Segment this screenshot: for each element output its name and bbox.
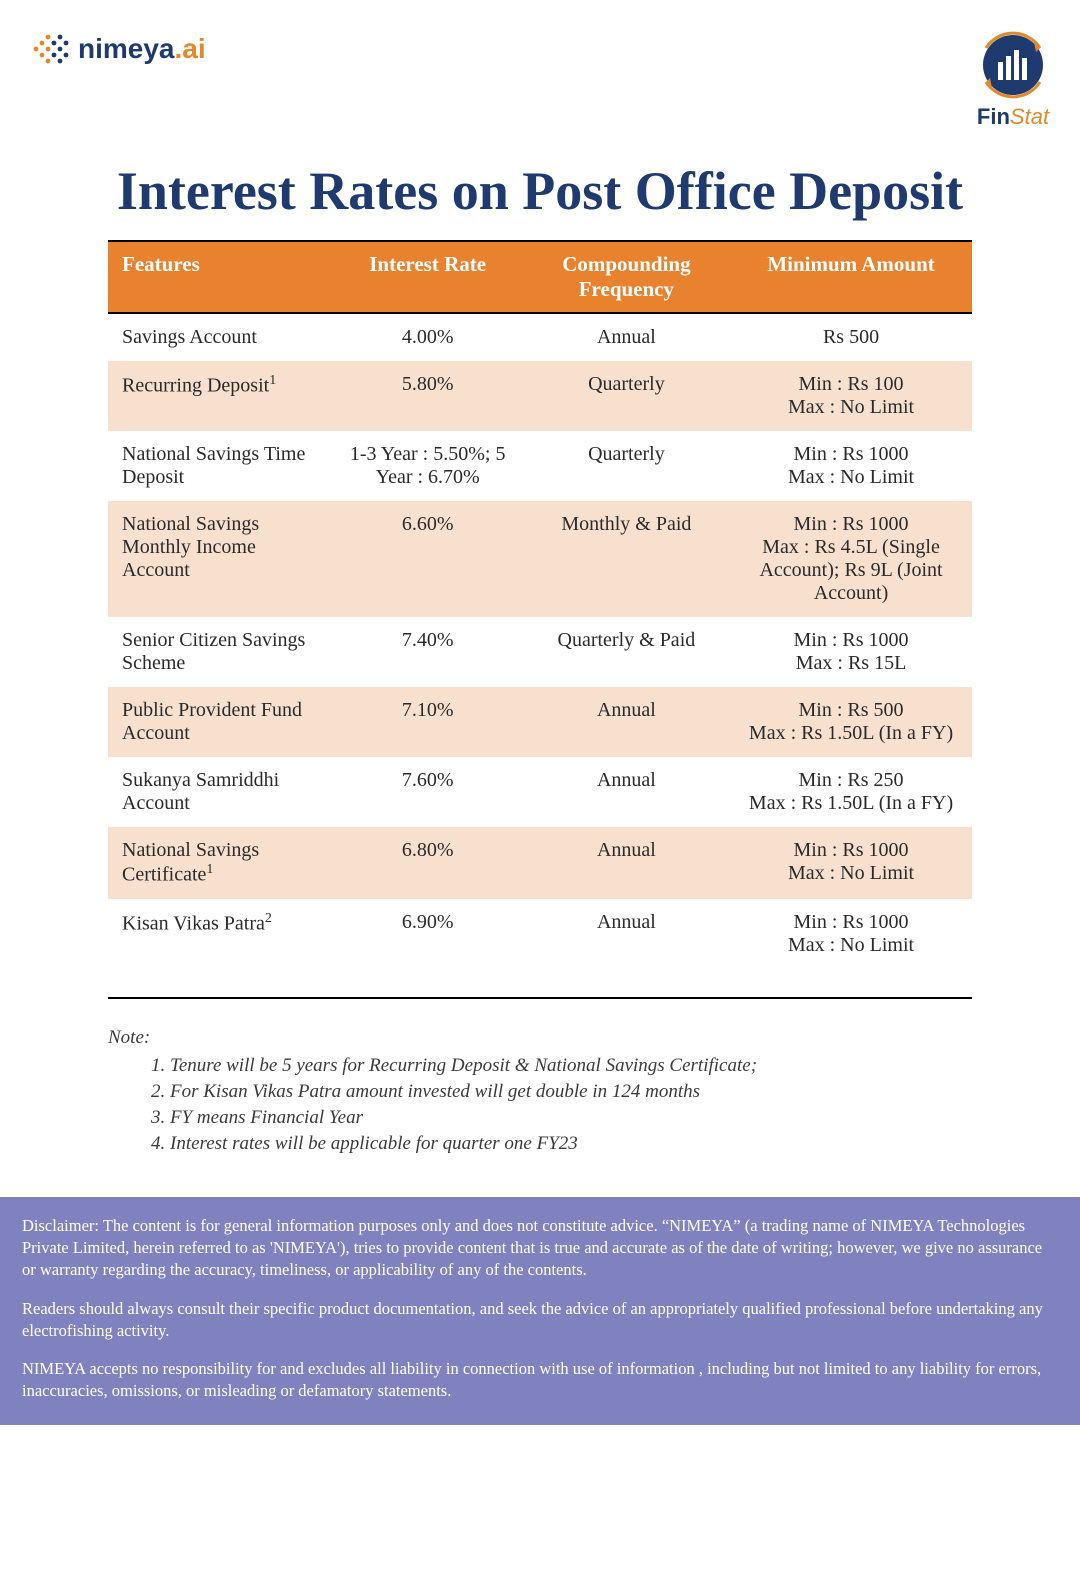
table-cell: Min : Rs 500Max : Rs 1.50L (In a FY)	[730, 687, 972, 757]
notes-section: Note: Tenure will be 5 years for Recurri…	[0, 999, 1080, 1197]
col-minimum: Minimum Amount	[730, 241, 972, 313]
rates-table-wrap: Features Interest Rate Compounding Frequ…	[0, 240, 1080, 969]
table-cell: Min : Rs 1000Max : No Limit	[730, 899, 972, 969]
disclaimer-paragraph: NIMEYA accepts no responsibility for and…	[22, 1358, 1058, 1403]
table-cell: National Savings Time Deposit	[108, 431, 333, 501]
table-cell: 6.80%	[333, 827, 523, 899]
finstat-icon	[976, 28, 1050, 102]
finstat-suffix: Stat	[1010, 104, 1049, 129]
rates-table: Features Interest Rate Compounding Frequ…	[108, 240, 972, 969]
table-row: National Savings Monthly Income Account6…	[108, 501, 972, 617]
table-cell: Min : Rs 100Max : No Limit	[730, 361, 972, 431]
table-cell: Min : Rs 1000Max : No Limit	[730, 431, 972, 501]
brand-name-suffix: .ai	[175, 33, 206, 64]
table-row: National Savings Time Deposit1-3 Year : …	[108, 431, 972, 501]
finstat-prefix: Fin	[977, 104, 1010, 129]
table-cell: Quarterly	[523, 361, 730, 431]
table-cell: 6.90%	[333, 899, 523, 969]
table-cell: Rs 500	[730, 313, 972, 361]
col-features: Features	[108, 241, 333, 313]
notes-list: Tenure will be 5 years for Recurring Dep…	[148, 1053, 972, 1157]
table-cell: Annual	[523, 757, 730, 827]
note-item: Tenure will be 5 years for Recurring Dep…	[170, 1053, 972, 1079]
table-cell: Annual	[523, 827, 730, 899]
brand-dots-icon	[30, 28, 72, 70]
table-cell: Kisan Vikas Patra2	[108, 899, 333, 969]
table-cell: 4.00%	[333, 313, 523, 361]
table-cell: Monthly & Paid	[523, 501, 730, 617]
table-cell: Min : Rs 1000Max : Rs 4.5L (Single Accou…	[730, 501, 972, 617]
table-cell: National Savings Monthly Income Account	[108, 501, 333, 617]
table-cell: Senior Citizen Savings Scheme	[108, 617, 333, 687]
table-row: Public Provident Fund Account7.10%Annual…	[108, 687, 972, 757]
table-row: Recurring Deposit15.80%QuarterlyMin : Rs…	[108, 361, 972, 431]
table-row: Senior Citizen Savings Scheme7.40%Quarte…	[108, 617, 972, 687]
table-cell: Min : Rs 1000Max : No Limit	[730, 827, 972, 899]
note-item: For Kisan Vikas Patra amount invested wi…	[170, 1079, 972, 1105]
table-cell: National Savings Certificate1	[108, 827, 333, 899]
disclaimer: Disclaimer: The content is for general i…	[0, 1197, 1080, 1425]
note-item: Interest rates will be applicable for qu…	[170, 1131, 972, 1157]
brand-name-text: nimeya	[78, 33, 175, 64]
table-cell: Public Provident Fund Account	[108, 687, 333, 757]
brand-logo-left: nimeya.ai	[30, 28, 206, 70]
table-cell: Annual	[523, 313, 730, 361]
note-item: FY means Financial Year	[170, 1105, 972, 1131]
brand-logo-right: FinStat	[976, 28, 1050, 130]
table-cell: Savings Account	[108, 313, 333, 361]
table-cell: 1-3 Year : 5.50%; 5 Year : 6.70%	[333, 431, 523, 501]
finstat-label: FinStat	[976, 104, 1050, 130]
table-cell: 7.40%	[333, 617, 523, 687]
table-row: Sukanya Samriddhi Account7.60%AnnualMin …	[108, 757, 972, 827]
table-row: National Savings Certificate16.80%Annual…	[108, 827, 972, 899]
table-cell: Min : Rs 250Max : Rs 1.50L (In a FY)	[730, 757, 972, 827]
table-cell: Sukanya Samriddhi Account	[108, 757, 333, 827]
table-header-row: Features Interest Rate Compounding Frequ…	[108, 241, 972, 313]
col-rate: Interest Rate	[333, 241, 523, 313]
table-row: Kisan Vikas Patra26.90%AnnualMin : Rs 10…	[108, 899, 972, 969]
table-cell: Min : Rs 1000Max : Rs 15L	[730, 617, 972, 687]
table-cell: Annual	[523, 899, 730, 969]
col-frequency: Compounding Frequency	[523, 241, 730, 313]
disclaimer-paragraph: Disclaimer: The content is for general i…	[22, 1215, 1058, 1282]
table-cell: Annual	[523, 687, 730, 757]
disclaimer-paragraph: Readers should always consult their spec…	[22, 1298, 1058, 1343]
table-cell: 7.60%	[333, 757, 523, 827]
notes-heading: Note:	[108, 1027, 972, 1049]
page-title: Interest Rates on Post Office Deposit	[0, 140, 1080, 240]
header: nimeya.ai FinStat	[0, 0, 1080, 140]
table-cell: Recurring Deposit1	[108, 361, 333, 431]
table-cell: 5.80%	[333, 361, 523, 431]
brand-name-left: nimeya.ai	[78, 33, 206, 65]
table-cell: Quarterly & Paid	[523, 617, 730, 687]
table-cell: Quarterly	[523, 431, 730, 501]
table-cell: 7.10%	[333, 687, 523, 757]
table-cell: 6.60%	[333, 501, 523, 617]
table-row: Savings Account4.00%AnnualRs 500	[108, 313, 972, 361]
